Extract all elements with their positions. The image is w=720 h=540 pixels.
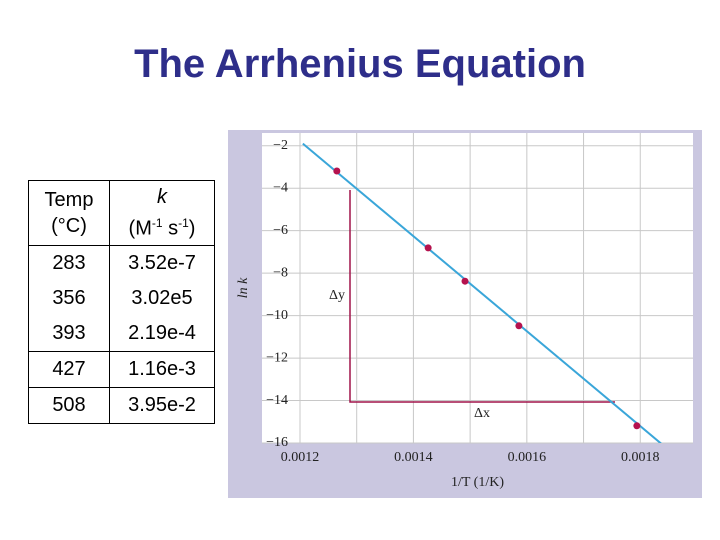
header-text: -1 (151, 216, 163, 231)
slide-title: The Arrhenius Equation (134, 42, 586, 86)
y-tick-label: −12 (266, 350, 288, 365)
cell: 3.02e5 (131, 287, 193, 309)
row: 508 3.95e-2 (28, 387, 215, 424)
cell: 3.95e-2 (128, 394, 196, 416)
annotation: Δy (329, 288, 345, 303)
header-cell: Temp (°C) (28, 180, 110, 246)
plot-content (302, 142, 662, 443)
y-tick-label: −16 (266, 435, 288, 450)
header-text: (M (128, 217, 152, 240)
row: 393 2.19e-4 (28, 316, 215, 352)
fit-line (302, 142, 662, 443)
header-text: (°C) (51, 215, 87, 237)
row: 427 1.16e-3 (28, 351, 215, 388)
header-row: Temp (°C) k (M-1 s-1) (28, 180, 215, 246)
row: 283 3.52e-7 (28, 245, 215, 281)
data-point (461, 277, 469, 285)
data-point (515, 322, 523, 330)
header-cell: k (M-1 s-1) (109, 180, 215, 246)
y-tick-label: −8 (273, 265, 288, 280)
row: 356 3.02e5 (28, 281, 215, 316)
header-text: Temp (44, 189, 94, 211)
cell: 427 (28, 351, 110, 388)
x-tick-label: 0.0016 (508, 450, 547, 465)
x-tick-label: 0.0014 (394, 450, 433, 465)
data-point (633, 422, 641, 430)
cell: 356 (28, 281, 110, 316)
y-tick-label: −6 (273, 223, 288, 238)
cell: 1.16e-3 (109, 351, 215, 388)
header-text: -1 (178, 216, 189, 231)
header-text: s (162, 217, 179, 240)
header-text: k (157, 186, 167, 209)
y-tick-label: −4 (273, 180, 288, 195)
y-tick-label: −10 (266, 308, 288, 323)
cell: 508 (28, 387, 110, 424)
y-axis-label: ln k (236, 277, 251, 298)
plot-area (262, 133, 693, 443)
header-text: ) (188, 217, 196, 240)
y-tick-label: −2 (273, 138, 288, 153)
x-axis-label: 1/T (1/K) (451, 475, 504, 490)
data-point (424, 244, 432, 252)
data-point (333, 167, 341, 175)
data-table: Temp (°C) k (M-1 s-1) 283 3.52e-7 356 3.02e5… (28, 180, 215, 424)
x-tick-label: 0.0012 (281, 450, 320, 465)
cell: 3.52e-7 (128, 252, 196, 274)
x-tick-label: 0.0018 (621, 450, 660, 465)
cell: 393 (28, 316, 110, 352)
y-tick-label: −14 (266, 393, 288, 408)
delta-triangle (349, 190, 615, 403)
cell: 2.19e-4 (109, 316, 215, 352)
cell: 283 (28, 245, 110, 281)
annotation: Δx (474, 406, 490, 421)
